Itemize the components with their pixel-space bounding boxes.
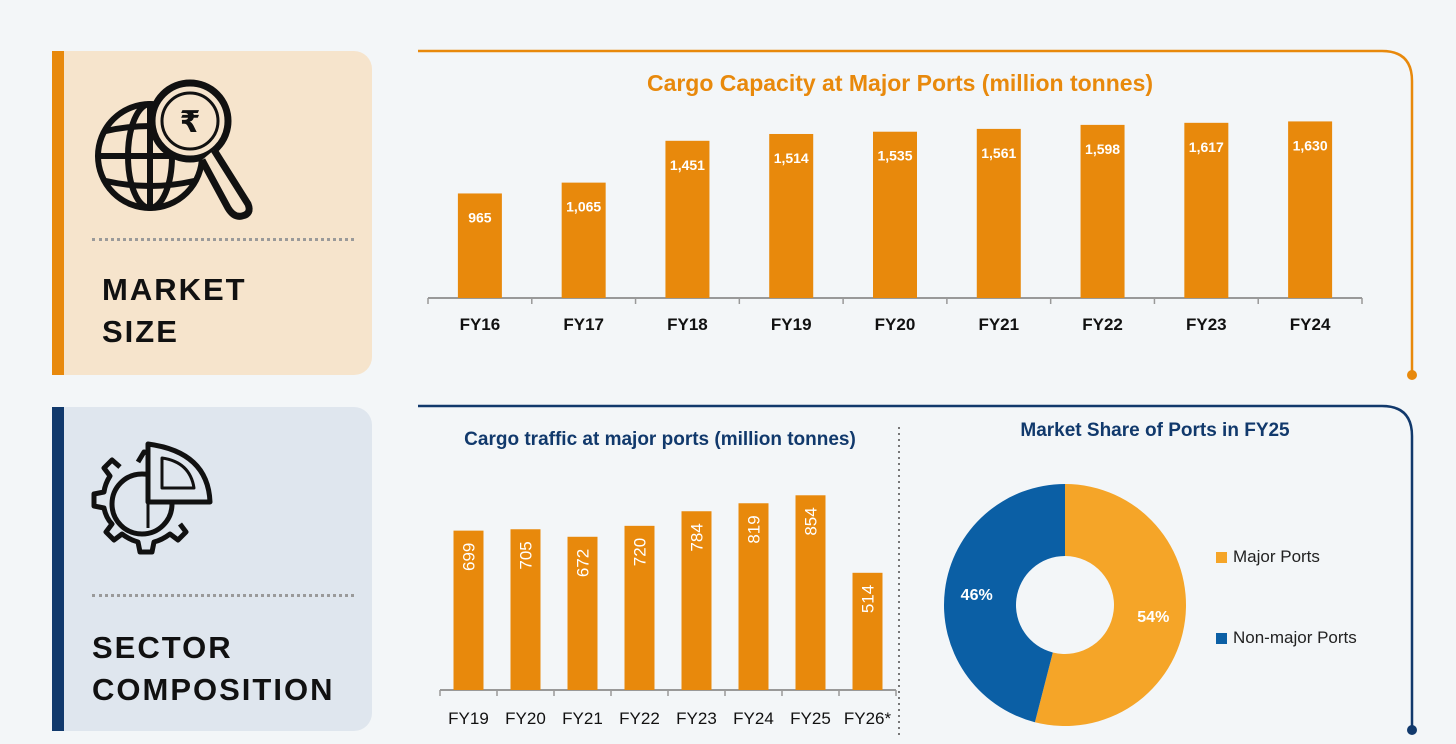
traffic-category-label: FY26* [844, 709, 892, 728]
capacity-bar-fy24 [1288, 121, 1333, 299]
capacity-data-label: 965 [468, 209, 492, 225]
capacity-bar-fy21 [976, 128, 1021, 298]
market-accent-bar [52, 51, 64, 375]
capacity-bar-fy16 [457, 193, 502, 298]
capacity-bar-fy19 [769, 133, 814, 298]
sector-label-line2: COMPOSITION [92, 672, 335, 707]
traffic-data-label: 705 [517, 541, 536, 569]
traffic-data-label: 784 [688, 523, 707, 551]
capacity-data-label: 1,065 [566, 199, 601, 215]
capacity-category-label: FY19 [771, 315, 812, 334]
market-size-card: ₹ MARKET SIZE [52, 51, 372, 375]
traffic-bar-fy24 [738, 503, 769, 690]
capacity-chart-title: Cargo Capacity at Major Ports (million t… [646, 70, 1154, 96]
capacity-bar-fy23 [1184, 122, 1229, 298]
traffic-bar-fy26-est [852, 572, 883, 690]
capacity-category-label: FY17 [563, 315, 604, 334]
capacity-category-label: FY24 [1290, 315, 1331, 334]
legend-label-non-major: Non-major Ports [1233, 628, 1357, 647]
legend-non-major-ports: Non-major Ports [1216, 628, 1357, 648]
traffic-category-label: FY22 [619, 709, 660, 728]
traffic-category-label: FY24 [733, 709, 774, 728]
market-size-label: MARKET SIZE [102, 269, 247, 353]
capacity-data-label: 1,617 [1189, 139, 1224, 155]
market-divider [92, 238, 354, 241]
traffic-data-label: 699 [460, 543, 479, 571]
traffic-data-label: 720 [631, 538, 650, 566]
capacity-category-label: FY16 [460, 315, 501, 334]
donut-slice-label: 46% [961, 587, 993, 604]
capacity-data-label: 1,561 [981, 145, 1016, 161]
capacity-bar-fy18 [665, 140, 710, 298]
traffic-bar-fy25 [795, 495, 826, 690]
capacity-category-label: FY23 [1186, 315, 1227, 334]
traffic-data-label: 514 [859, 585, 878, 613]
capacity-bar-fy20 [873, 131, 917, 298]
share-chart-title: Market Share of Ports in FY25 [1020, 420, 1290, 441]
capacity-data-label: 1,514 [774, 150, 809, 166]
traffic-category-label: FY20 [505, 709, 546, 728]
svg-text:₹: ₹ [180, 106, 201, 139]
market-label-line2: SIZE [102, 314, 179, 349]
sector-label-line1: SECTOR [92, 630, 233, 665]
traffic-category-label: FY25 [790, 709, 831, 728]
capacity-bar-fy22 [1080, 124, 1125, 298]
capacity-data-label: 1,598 [1085, 141, 1120, 157]
capacity-category-label: FY22 [1082, 315, 1123, 334]
traffic-bar-fy19 [453, 530, 484, 690]
capacity-category-label: FY20 [875, 315, 916, 334]
traffic-category-label: FY19 [448, 709, 489, 728]
traffic-bar-fy22 [624, 525, 655, 690]
sector-divider [92, 594, 354, 597]
capacity-bar-fy17 [561, 182, 606, 298]
traffic-bar-fy23 [681, 511, 712, 690]
sector-composition-label: SECTOR COMPOSITION [92, 627, 334, 711]
traffic-data-label: 854 [802, 507, 821, 535]
share-donut-chart: 54% 46% [944, 484, 1186, 726]
market-label-line1: MARKET [102, 272, 247, 307]
traffic-data-label: 819 [745, 515, 764, 543]
traffic-bar-fy20 [510, 529, 541, 690]
capacity-category-label: FY21 [978, 315, 1019, 334]
donut-slice-major-ports [1034, 484, 1186, 726]
sector-composition-card: SECTOR COMPOSITION [52, 407, 372, 731]
traffic-category-label: FY23 [676, 709, 717, 728]
donut-slice-non-major-ports [944, 484, 1065, 723]
traffic-bar-chart: 699 FY19 705 FY20 672 FY21 720 FY22 784 FY23 819 FY… [439, 495, 897, 728]
legend-major-ports: Major Ports [1216, 547, 1320, 567]
gear-pie-chart-icon [91, 441, 213, 555]
traffic-category-label: FY21 [562, 709, 603, 728]
legend-swatch-non-major [1216, 632, 1227, 644]
traffic-bar-fy21 [567, 536, 598, 690]
legend-label-major: Major Ports [1233, 547, 1320, 566]
donut-slice-label: 54% [1137, 609, 1169, 626]
capacity-data-label: 1,451 [670, 157, 705, 173]
capacity-data-label: 1,630 [1293, 137, 1328, 153]
legend-swatch-major [1216, 551, 1227, 563]
capacity-bar-chart: 965 FY16 1,065 FY17 1,451 FY18 1,514 FY19 1,535 F… [427, 121, 1363, 334]
capacity-category-label: FY18 [667, 315, 708, 334]
traffic-chart-title: Cargo traffic at major ports (million to… [464, 429, 856, 450]
sector-accent-bar [52, 407, 64, 731]
traffic-data-label: 672 [574, 549, 593, 577]
capacity-data-label: 1,535 [877, 148, 912, 164]
globe-rupee-magnifier-icon: ₹ [95, 79, 253, 220]
